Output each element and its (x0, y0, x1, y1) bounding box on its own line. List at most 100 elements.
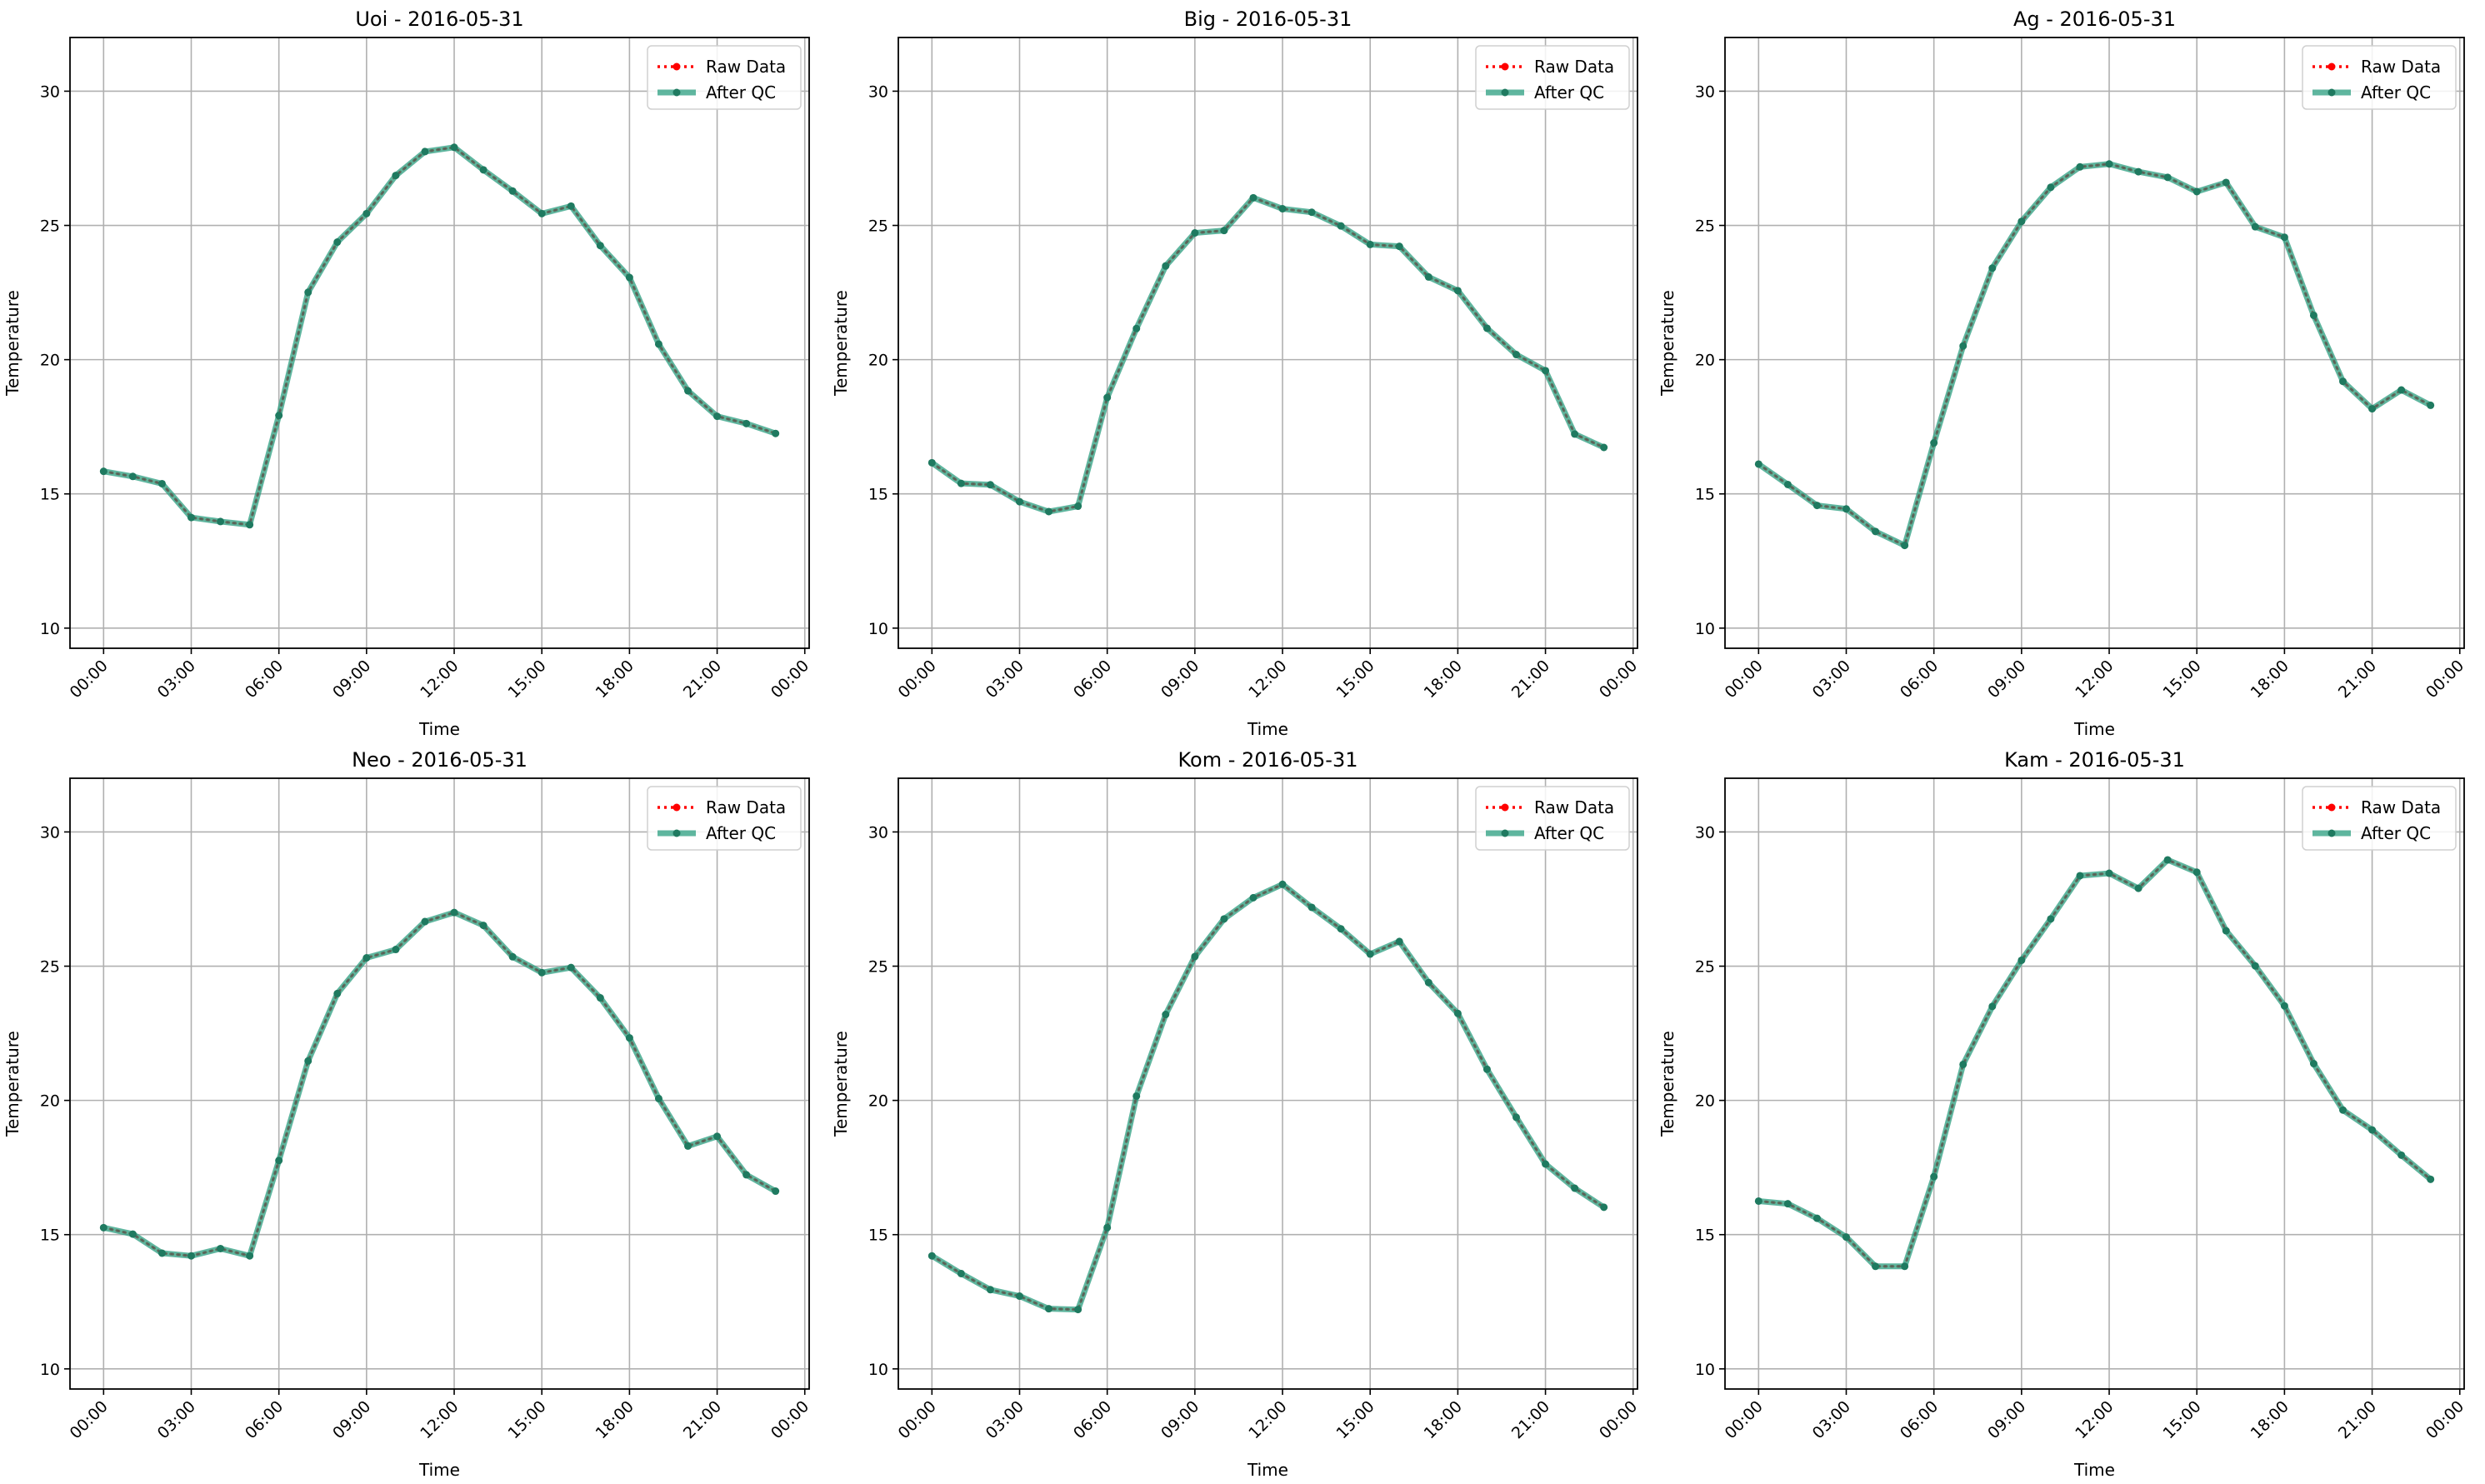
y-tick-label: 10 (868, 620, 888, 638)
axes-frame (898, 777, 1638, 1390)
after-qc-point (1308, 903, 1316, 912)
plot-area (898, 37, 1638, 648)
after-qc-point (2076, 162, 2084, 171)
x-tick-label: 15:00 (504, 1397, 549, 1442)
x-tick-label: 18:00 (2248, 1397, 2292, 1442)
y-tick-label: 25 (40, 958, 60, 977)
y-tick-label: 30 (1695, 82, 1715, 101)
x-tick-label: 21:00 (680, 657, 725, 702)
x-tick-label: 03:00 (1809, 657, 1854, 702)
y-tick-label: 15 (1695, 1227, 1715, 1245)
after-qc-point (1395, 937, 1403, 946)
x-tick-label: 06:00 (1070, 1397, 1115, 1442)
y-axis-label: Temperature (2, 1031, 22, 1137)
x-tick-label: 12:00 (1245, 1397, 1290, 1442)
after-qc-point (1162, 1011, 1170, 1019)
axes-frame (1724, 37, 2465, 649)
subplot-big: 00:00 03:00 06:00 09:00 12:00 15:00 18:00 21:00… (831, 7, 1641, 739)
after-qc-point (1045, 1305, 1053, 1313)
legend-raw-label: Raw Data (1534, 57, 1614, 77)
after-qc-point (1424, 272, 1432, 281)
legend-raw-marker (2328, 62, 2336, 71)
after-qc-point (2163, 173, 2172, 182)
after-qc-point (1337, 925, 1345, 933)
plot-area (1725, 37, 2464, 648)
after-qc-point (1542, 1160, 1550, 1168)
after-qc-point (1103, 1223, 1112, 1232)
x-tick-label: 18:00 (2248, 657, 2292, 702)
after-qc-point (1453, 1009, 1462, 1017)
after-qc-point (2134, 884, 2142, 892)
after-qc-point (2105, 160, 2113, 168)
y-tick-label: 15 (1695, 486, 1715, 504)
x-tick-label: 00:00 (2422, 657, 2468, 702)
y-tick-label: 15 (868, 486, 888, 504)
after-qc-point (684, 1142, 692, 1150)
x-tick-label: 00:00 (1596, 657, 1641, 702)
axes-frame (1724, 777, 2465, 1390)
legend-raw-label: Raw Data (1534, 797, 1614, 817)
after-qc-point (2134, 167, 2142, 176)
after-qc-point (742, 1171, 751, 1179)
y-tick-label: 30 (1695, 823, 1715, 842)
after-qc-point (957, 479, 965, 487)
x-tick-label: 21:00 (680, 1397, 725, 1442)
after-qc-point (1191, 229, 1199, 237)
x-tick-label: 09:00 (1984, 657, 2029, 702)
y-tick-label: 20 (868, 352, 888, 370)
legend-raw-marker (2328, 803, 2336, 812)
after-qc-point (2105, 869, 2113, 877)
after-qc-point (1754, 1197, 1762, 1205)
y-tick-label: 10 (1695, 620, 1715, 638)
y-tick-label: 30 (40, 82, 60, 101)
legend: Raw Data After QC (1475, 786, 1630, 851)
x-tick-label: 00:00 (67, 657, 112, 702)
after-qc-point (246, 1252, 254, 1260)
after-qc-point (1512, 351, 1521, 359)
x-tick-label: 09:00 (1158, 657, 1202, 702)
after-qc-point (2018, 956, 2026, 964)
after-qc-point (333, 238, 342, 247)
after-qc-point (1901, 542, 1909, 550)
x-tick-label: 03:00 (982, 1397, 1028, 1442)
legend-qc-label: After QC (2361, 82, 2431, 102)
x-tick-label: 09:00 (1984, 1397, 2029, 1442)
x-tick-label: 12:00 (2072, 1397, 2117, 1442)
after-qc-point (1571, 1184, 1579, 1192)
after-qc-point (625, 273, 633, 282)
after-qc-point (1249, 193, 1258, 202)
after-qc-point (1600, 1203, 1608, 1212)
after-qc-point (2222, 927, 2230, 935)
legend-qc-marker (672, 88, 681, 97)
raw-data-line-overlay (103, 146, 777, 527)
after-qc-point (538, 209, 546, 217)
after-qc-point (1542, 367, 1550, 375)
after-qc-point (1482, 1065, 1491, 1073)
after-qc-point (1872, 1262, 1880, 1271)
after-qc-point (2163, 856, 2172, 864)
x-tick-label: 15:00 (2159, 657, 2204, 702)
legend-raw-label: Raw Data (706, 57, 786, 77)
subplot-title: Uoi - 2016-05-31 (355, 7, 523, 31)
after-qc-point (1103, 393, 1112, 402)
y-axis-label: Temperature (1658, 290, 1678, 397)
y-tick-label: 15 (868, 1227, 888, 1245)
legend: Raw Data After QC (647, 45, 802, 110)
after-qc-point (1959, 1060, 1968, 1068)
after-qc-point (246, 521, 254, 529)
y-tick-label: 10 (40, 1361, 60, 1379)
x-tick-label: 03:00 (154, 1397, 199, 1442)
y-tick-label: 30 (40, 823, 60, 842)
y-tick-label: 20 (1695, 1092, 1715, 1111)
after-qc-point (1074, 1306, 1082, 1314)
after-qc-point (2076, 872, 2084, 880)
y-tick-label: 15 (40, 1227, 60, 1245)
legend-raw-label: Raw Data (2361, 57, 2441, 77)
legend-qc-label: After QC (706, 82, 776, 102)
after-qc-point (772, 1187, 780, 1196)
after-qc-point (1366, 240, 1374, 248)
after-qc-point (2368, 1126, 2377, 1134)
after-qc-point (2309, 1059, 2318, 1067)
raw-data-line-overlay (931, 196, 1605, 513)
after-qc-point (2222, 178, 2230, 187)
